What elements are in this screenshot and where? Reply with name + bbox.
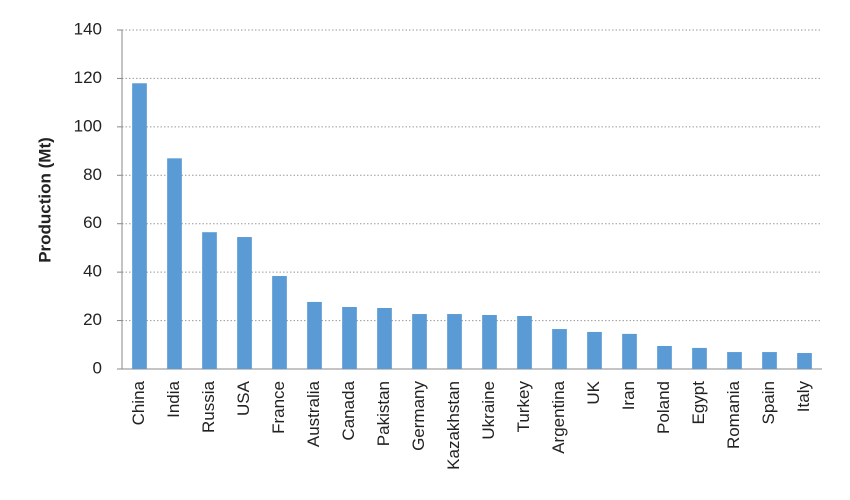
x-tick-label: India [164,380,183,417]
x-tick-label: Romania [724,380,743,449]
bar [132,83,147,370]
x-tick-label: Pakistan [374,381,393,446]
x-tick-label: Egypt [689,381,708,425]
bar [237,237,252,369]
bar [167,158,182,369]
bar [587,331,602,369]
x-tick-label: UK [584,380,603,404]
x-tick-label: China [129,380,148,425]
y-tick-label: 0 [93,358,102,377]
bar [552,329,567,369]
bar [692,347,707,369]
x-tick-label: Ukraine [479,381,498,440]
x-tick-label: Spain [759,381,778,424]
y-tick-label: 120 [74,68,102,87]
x-tick-label: Italy [794,381,813,413]
x-tick-label: Canada [339,380,358,440]
bar [727,352,742,369]
bar [622,333,637,369]
y-tick-label: 40 [83,262,102,281]
y-tick-label: 100 [74,116,102,135]
bar [797,353,812,369]
y-axis-label: Production (Mt) [35,137,54,263]
x-tick-label: USA [234,380,253,416]
bar [272,276,287,369]
x-tick-label: Australia [304,380,323,447]
bar [377,307,392,369]
bar [657,345,672,369]
x-tick-label: Argentina [549,380,568,453]
y-tick-label: 20 [83,310,102,329]
x-tick-label: Iran [619,381,638,410]
bar [517,315,532,369]
bar [762,352,777,369]
x-tick-label: Russia [199,380,218,433]
bar [482,315,497,369]
x-tick-label: France [269,381,288,434]
x-tick-label: Turkey [514,381,533,433]
y-tick-label: 80 [83,165,102,184]
x-tick-label: Poland [654,381,673,434]
bar [307,301,322,369]
bar [447,314,462,369]
x-tick-label: Kazakhstan [444,381,463,470]
y-tick-label: 60 [83,213,102,232]
bar [412,314,427,369]
y-tick-label: 140 [74,19,102,38]
bar [202,232,217,369]
x-tick-label: Germany [409,381,428,451]
bar [342,307,357,369]
